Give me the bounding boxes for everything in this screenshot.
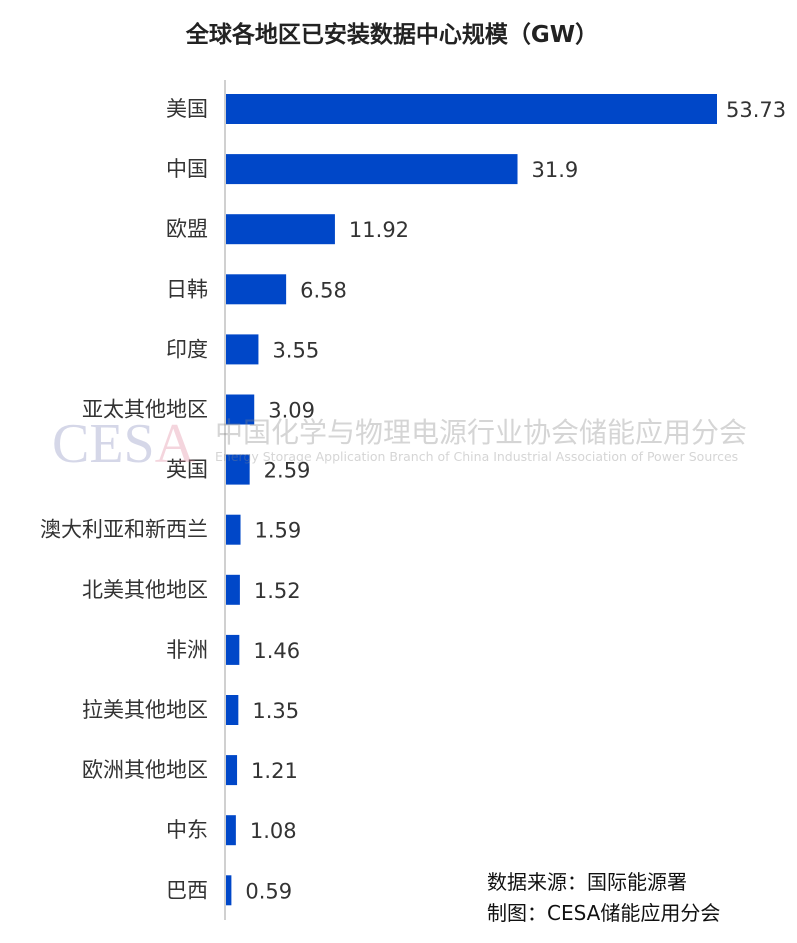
value-label: 1.35 bbox=[252, 699, 299, 723]
bar bbox=[226, 574, 240, 605]
value-label: 1.52 bbox=[254, 579, 301, 603]
bar bbox=[226, 154, 518, 185]
watermark: CESA 中国化学与物理电源行业协会储能应用分会 Energy Storage … bbox=[52, 413, 747, 475]
value-label: 1.46 bbox=[253, 639, 300, 663]
svg-text:中国化学与物理电源行业协会储能应用分会: 中国化学与物理电源行业协会储能应用分会 bbox=[215, 416, 747, 449]
value-label: 6.58 bbox=[300, 278, 347, 302]
bar bbox=[226, 514, 241, 545]
category-label: 澳大利亚和新西兰 bbox=[40, 518, 208, 542]
bar bbox=[226, 634, 240, 665]
category-label: 亚太其他地区 bbox=[82, 398, 208, 422]
category-label: 日韩 bbox=[166, 277, 208, 301]
bar bbox=[226, 815, 236, 846]
value-label: 1.21 bbox=[251, 759, 298, 783]
bar bbox=[226, 214, 335, 245]
category-label: 中东 bbox=[166, 818, 208, 842]
value-label: 1.08 bbox=[250, 819, 297, 843]
category-label: 北美其他地区 bbox=[82, 578, 208, 602]
value-label: 0.59 bbox=[245, 879, 292, 903]
value-label: 53.73 bbox=[726, 98, 786, 122]
bar bbox=[226, 394, 255, 425]
category-label: 英国 bbox=[166, 458, 208, 482]
category-label: 欧洲其他地区 bbox=[82, 758, 208, 782]
bar bbox=[226, 454, 250, 485]
value-label: 31.9 bbox=[532, 158, 579, 182]
category-label: 中国 bbox=[166, 157, 208, 181]
bar bbox=[226, 274, 287, 305]
category-label: 巴西 bbox=[166, 878, 208, 902]
svg-text:CESA: CESA bbox=[52, 413, 196, 475]
category-label: 拉美其他地区 bbox=[82, 698, 208, 722]
source-note: 数据来源：国际能源署 bbox=[487, 870, 687, 894]
chart-title: 全球各地区已安装数据中心规模（GW） bbox=[185, 21, 598, 48]
bar bbox=[226, 334, 259, 365]
bar bbox=[226, 94, 717, 124]
bar bbox=[226, 755, 238, 786]
value-label: 11.92 bbox=[349, 218, 409, 242]
svg-text:Energy Storage Application Bra: Energy Storage Application Branch of Chi… bbox=[215, 449, 738, 464]
value-label: 1.59 bbox=[255, 519, 302, 543]
bar bbox=[226, 875, 232, 906]
category-label: 美国 bbox=[166, 97, 208, 121]
maker-note: 制图：CESA储能应用分会 bbox=[487, 901, 721, 925]
category-label: 非洲 bbox=[166, 638, 208, 662]
category-label: 印度 bbox=[166, 337, 208, 361]
value-label: 3.55 bbox=[272, 338, 319, 362]
value-label: 2.59 bbox=[264, 459, 311, 483]
bar bbox=[226, 695, 239, 725]
value-label: 3.09 bbox=[268, 399, 315, 423]
category-label: 欧盟 bbox=[166, 217, 208, 241]
